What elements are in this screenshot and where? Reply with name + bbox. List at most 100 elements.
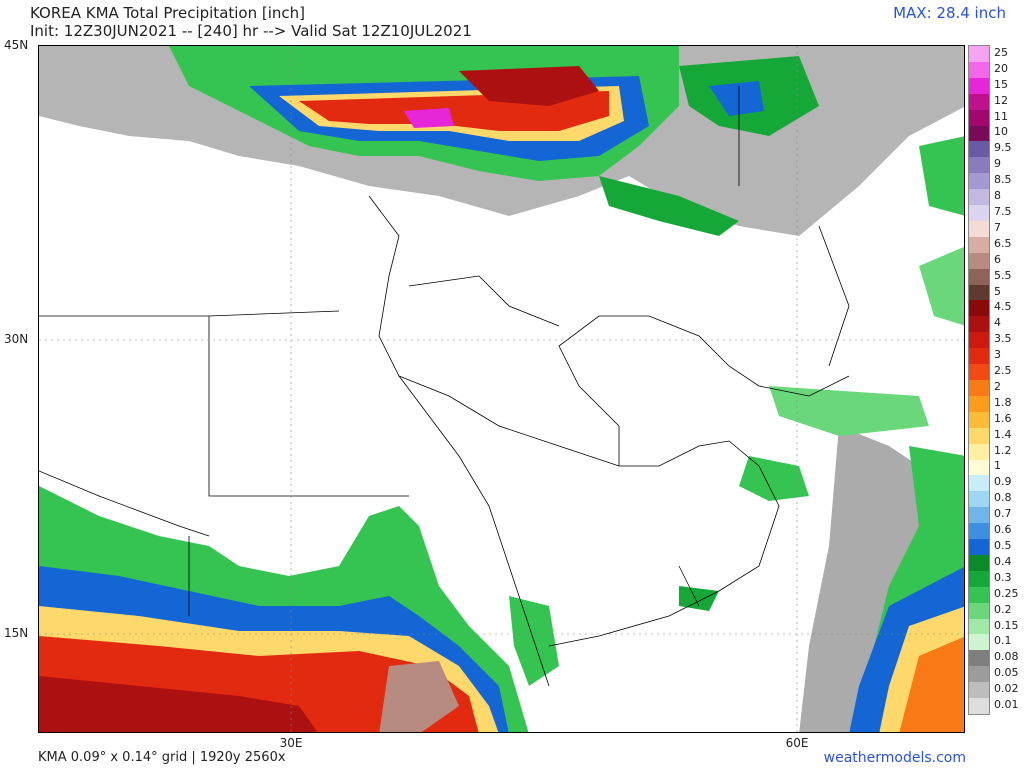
legend-swatch (969, 618, 989, 635)
legend-swatch (969, 554, 989, 571)
legend-label: 15 (994, 77, 1008, 91)
legend-swatch (969, 698, 989, 715)
legend-swatch (969, 284, 989, 301)
legend-swatch (969, 364, 989, 381)
legend-swatch (969, 459, 989, 476)
map-boundaries (39, 86, 850, 687)
legend-label: 10 (994, 125, 1008, 139)
lat-label-30n: 30N (4, 332, 29, 346)
legend-label: 1 (994, 459, 1001, 473)
precip-field-southeast (679, 386, 964, 732)
legend-swatch (969, 602, 989, 619)
legend-label: 0.05 (994, 666, 1019, 680)
max-precip-label: MAX: 28.4 inch (893, 4, 1006, 22)
legend-swatch (969, 650, 989, 667)
legend-label: 4 (994, 316, 1001, 330)
legend-label: 1.6 (994, 411, 1012, 425)
site-credit[interactable]: weathermodels.com (823, 750, 966, 766)
legend-label: 20 (994, 61, 1008, 75)
legend-label: 0.7 (994, 507, 1012, 521)
legend-swatch (969, 348, 989, 365)
legend-swatch (969, 189, 989, 206)
legend-label: 9.5 (994, 141, 1012, 155)
precipitation-map[interactable] (38, 45, 965, 733)
legend-label: 8 (994, 189, 1001, 203)
legend-label: 4.5 (994, 300, 1012, 314)
legend-swatch (969, 539, 989, 556)
legend-swatch (969, 682, 989, 699)
legend-label: 0.3 (994, 570, 1012, 584)
legend-swatch (969, 236, 989, 253)
legend-label: 0.4 (994, 554, 1012, 568)
legend-label: 1.4 (994, 427, 1012, 441)
legend-swatch (969, 220, 989, 237)
legend-swatch (969, 443, 989, 460)
legend-label: 0.8 (994, 491, 1012, 505)
precip-field-north (39, 46, 964, 326)
legend-swatch (969, 61, 989, 78)
legend-label: 9 (994, 157, 1001, 171)
legend-label: 7.5 (994, 205, 1012, 218)
legend-label: 5 (994, 284, 1001, 298)
legend-swatch (969, 141, 989, 158)
legend-label: 8.5 (994, 173, 1012, 187)
legend-label: 25 (994, 45, 1008, 59)
legend-label: 0.25 (994, 586, 1019, 600)
legend-label: 6.5 (994, 236, 1012, 250)
legend-swatch (969, 205, 989, 222)
legend-label: 1.2 (994, 443, 1012, 457)
map-canvas (39, 46, 964, 732)
legend-swatch (969, 395, 989, 412)
map-subtitle: Init: 12Z30JUN2021 -- [240] hr --> Valid… (30, 22, 472, 40)
legend-swatch (969, 252, 989, 269)
legend-label: 0.9 (994, 475, 1012, 489)
lon-label-30e: 30E (279, 736, 303, 750)
legend-swatch (969, 380, 989, 396)
legend-swatch (969, 666, 989, 683)
legend-swatch (969, 46, 989, 62)
map-title: KOREA KMA Total Precipitation [inch] (30, 4, 306, 22)
legend-swatch (969, 300, 989, 317)
legend-swatch (969, 125, 989, 142)
legend-swatch (969, 570, 989, 587)
legend-swatch (969, 268, 989, 285)
lat-label-15n: 15N (4, 626, 29, 640)
legend-label: 7 (994, 220, 1001, 234)
lat-lon-grid (39, 46, 964, 732)
legend-label: 6 (994, 252, 1001, 266)
legend-swatch (969, 427, 989, 444)
lon-label-60e: 60E (785, 736, 809, 750)
legend-swatch (969, 634, 989, 651)
precip-legend (968, 45, 990, 715)
legend-swatch (969, 316, 989, 333)
legend-swatch (969, 507, 989, 524)
lat-label-45n: 45N (4, 38, 29, 52)
legend-swatch (969, 77, 989, 94)
legend-swatch (969, 491, 989, 508)
legend-swatch (969, 586, 989, 603)
grid-info: KMA 0.09° x 0.14° grid | 1920y 2560x (38, 750, 286, 765)
legend-swatch (969, 93, 989, 110)
legend-label: 3.5 (994, 332, 1012, 346)
legend-label: 0.15 (994, 618, 1019, 632)
legend-label: 2.5 (994, 364, 1012, 378)
legend-swatch (969, 523, 989, 540)
legend-label: 0.02 (994, 682, 1019, 696)
legend-swatch (969, 332, 989, 349)
legend-swatch (969, 411, 989, 428)
legend-swatch (969, 475, 989, 492)
legend-label: 0.2 (994, 602, 1012, 616)
legend-swatch (969, 173, 989, 190)
legend-label: 5.5 (994, 268, 1012, 282)
legend-label: 0.1 (994, 634, 1012, 648)
legend-swatch (969, 157, 989, 174)
legend-label: 3 (994, 348, 1001, 362)
legend-label: 0.6 (994, 523, 1012, 537)
legend-label: 1.8 (994, 395, 1012, 409)
legend-label: 2 (994, 379, 1001, 393)
legend-label: 11 (994, 109, 1008, 123)
legend-label: 0.08 (994, 650, 1019, 664)
legend-label: 0.01 (994, 698, 1019, 712)
legend-label: 0.5 (994, 539, 1012, 552)
precip-field-south (39, 486, 559, 732)
